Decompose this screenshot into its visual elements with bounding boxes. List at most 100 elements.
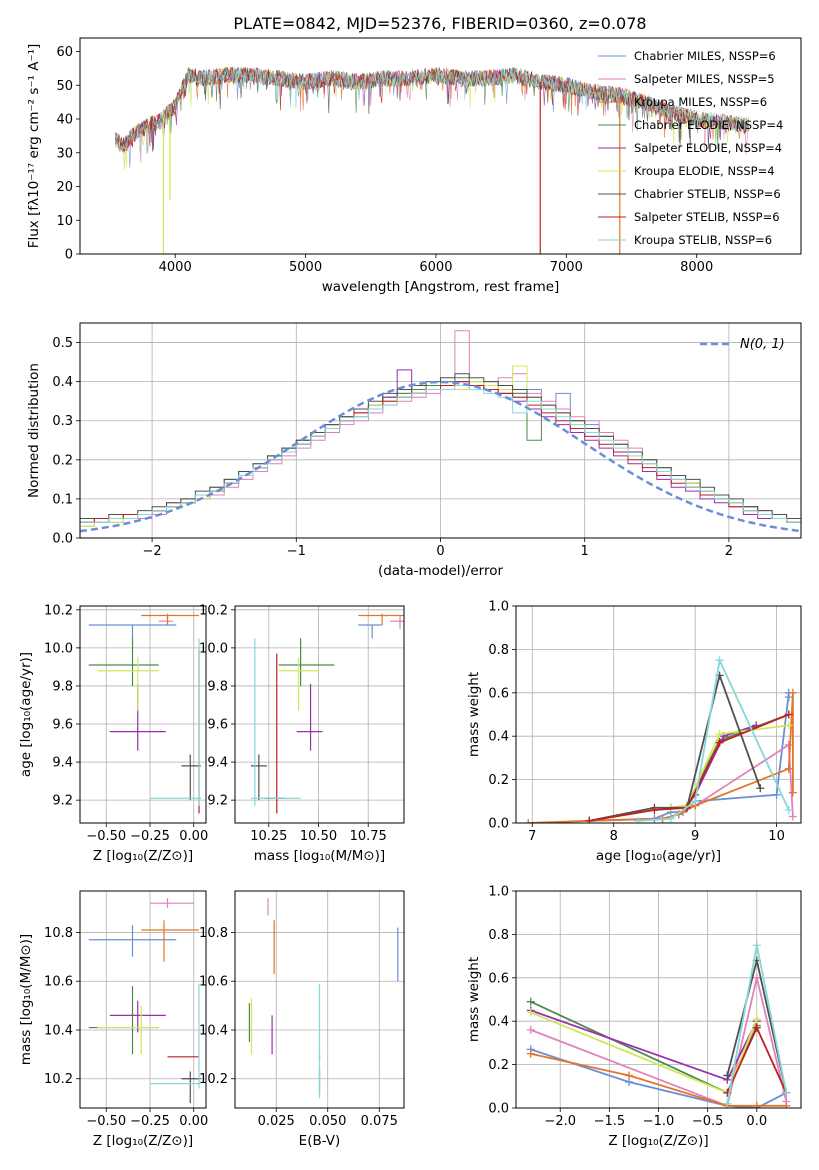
weight-marker	[752, 1101, 761, 1108]
age_vs_Z-xtick-label: −0.50	[86, 829, 126, 844]
weight-line	[670, 724, 789, 809]
age_vs_Z-ytick-label: 9.8	[52, 679, 73, 694]
weight_vs_Z-xlabel: Z [log₁₀(Z/Z⊙)]	[608, 1133, 708, 1149]
weight_vs_age-xtick-label: 10	[768, 829, 785, 844]
mass_vs_Z-xtick-label: −0.25	[130, 1114, 170, 1129]
mass_vs_Z-axes: −0.50 −0.25 0.00 10.2 10.4 10.6 10.8 Z [log₁₀(Z…	[18, 891, 208, 1149]
residuals-ytick-label: 0.5	[52, 336, 73, 351]
mass_vs_EBV-data	[248, 898, 399, 1099]
spectrum-axes: 4000 5000 6000 7000 8000 0 10 20 30 40 50 60 wavelen…	[26, 44, 713, 295]
legend-label: Kroupa ELODIE, NSSP=4	[634, 164, 775, 178]
age_vs_mass-axes: 10.25 10.50 10.75 9.2 9.4 9.6 9.8 10.0 10.2 mass …	[199, 603, 404, 864]
age_vs_mass-frame	[234, 605, 405, 824]
age_vs_mass-data	[250, 613, 404, 814]
residuals-legend: N(0, 1)	[700, 337, 785, 352]
weight-marker	[752, 941, 761, 950]
weight-marker	[526, 1025, 535, 1034]
mass_vs_Z-xtick-label: 0.00	[179, 1114, 208, 1129]
mass_vs_Z-ytick-label: 10.2	[44, 1072, 73, 1087]
residuals-ytick-label: 0.3	[52, 414, 73, 429]
spectrum-line	[114, 66, 749, 152]
age_vs_mass-xtick-label: 10.50	[300, 829, 337, 844]
weight_vs_age-data	[524, 656, 797, 823]
spectrum-ytick-label: 10	[56, 214, 73, 229]
weight-marker	[691, 797, 700, 806]
normal-pdf-curve	[80, 380, 801, 533]
legend-label: Salpeter STELIB, NSSP=6	[634, 210, 780, 224]
mass_vs_Z-frame	[79, 890, 207, 1109]
legend-label: Kroupa MILES, NSSP=6	[634, 95, 767, 109]
spectrum-legend: Chabrier MILES, NSSP=6 Salpeter MILES, NS…	[598, 49, 783, 247]
age_vs_Z-ytick-label: 9.6	[52, 718, 73, 733]
age_vs_Z-ytick-label: 10.0	[44, 641, 73, 656]
weight_vs_age-ytick-label: 0.0	[488, 817, 509, 832]
weight_vs_Z-ytick-label: 1.0	[488, 885, 509, 900]
spectrum-frame	[79, 37, 802, 255]
legend-label: Chabrier MILES, NSSP=6	[634, 49, 776, 63]
residuals-data	[80, 330, 801, 538]
weight-marker	[715, 738, 724, 747]
age_vs_Z-ylabel: age [log₁₀(age/yr)]	[18, 652, 34, 777]
spectrum-ytick-label: 0	[65, 248, 73, 263]
age_vs_Z-xlabel: Z [log₁₀(Z/Z⊙)]	[93, 848, 193, 864]
mass_vs_Z-ytick-label: 10.4	[44, 1023, 73, 1038]
mass_vs_EBV-ytick-label: 10.8	[199, 926, 228, 941]
residuals-ytick-label: 0.4	[52, 375, 73, 390]
weight-marker	[752, 973, 761, 982]
weight_vs_age-ylabel: mass weight	[466, 672, 482, 757]
residuals-frame	[79, 322, 802, 539]
age_vs_Z-xtick-label: −0.25	[130, 829, 170, 844]
weight-marker	[526, 1049, 535, 1058]
spectrum-xtick-label: 4000	[159, 260, 192, 275]
mass_vs_EBV-ytick-label: 10.2	[199, 1072, 228, 1087]
weight_vs_age-xlabel: age [log₁₀(age/yr)]	[596, 848, 721, 864]
weight-marker	[782, 1088, 791, 1097]
age_vs_mass-ytick-label: 9.4	[207, 756, 228, 771]
legend-label: Salpeter ELODIE, NSSP=4	[634, 141, 782, 155]
legend-label: Chabrier STELIB, NSSP=6	[634, 187, 781, 201]
mass_vs_EBV-ytick-label: 10.6	[199, 975, 228, 990]
mass_vs_Z-data	[88, 898, 201, 1104]
weight_vs_age-ytick-label: 0.6	[488, 686, 509, 701]
weight-marker	[784, 710, 793, 719]
mass_vs_EBV-ytick-label: 10.4	[199, 1023, 228, 1038]
spectrum-ytick-label: 60	[56, 45, 73, 60]
age_vs_mass-ytick-label: 10.0	[199, 641, 228, 656]
mass_vs_EBV-xlabel: E(B-V)	[299, 1133, 341, 1149]
weight_vs_age-ytick-label: 0.4	[488, 730, 509, 745]
residuals-ytick-label: 0.2	[52, 453, 73, 468]
weight-marker	[788, 788, 797, 797]
weight_vs_age-xtick-label: 8	[610, 829, 618, 844]
weight-marker	[715, 730, 724, 739]
weight_vs_age-axes: 7 8 9 10 0.0 0.2 0.4 0.6 0.8 1.0 age [log₁₀(age/yr…	[466, 600, 801, 864]
age_vs_mass-ytick-label: 9.8	[207, 679, 228, 694]
mass_vs_EBV-xtick-label: 0.025	[258, 1114, 295, 1129]
residuals-xtick-label: −2	[143, 544, 162, 559]
weight-marker	[784, 721, 793, 730]
weight_vs_Z-ytick-label: 0.2	[488, 1058, 509, 1073]
residuals-xtick-label: 1	[581, 544, 589, 559]
weight_vs_age-xtick-label: 9	[691, 829, 699, 844]
histogram-step	[80, 373, 801, 538]
age_vs_mass-ytick-label: 10.2	[199, 603, 228, 618]
legend-label: N(0, 1)	[740, 337, 785, 352]
residuals-xlabel: (data-model)/error	[378, 563, 504, 579]
weight-marker	[634, 816, 643, 823]
mass_vs_Z-ytick-label: 10.8	[44, 926, 73, 941]
weight_vs_age-frame	[515, 605, 802, 824]
residuals-xtick-label: 0	[436, 544, 444, 559]
weight_vs_Z-xtick-label: 0.0	[746, 1114, 767, 1129]
weight-marker	[784, 805, 793, 814]
spectrum-line	[114, 66, 749, 153]
age_vs_Z-ytick-label: 9.2	[52, 794, 73, 809]
age_vs_mass-xtick-label: 10.75	[350, 829, 387, 844]
weight_vs_Z-xtick-label: −2.0	[544, 1114, 576, 1129]
mass_vs_EBV-xtick-label: 0.075	[361, 1114, 398, 1129]
weight_vs_Z-ytick-label: 0.0	[488, 1102, 509, 1117]
mass_vs_Z-ytick-label: 10.6	[44, 975, 73, 990]
weight_vs_Z-xtick-label: −1.5	[594, 1114, 626, 1129]
age_vs_mass-xtick-label: 10.25	[250, 829, 287, 844]
legend-label: Salpeter MILES, NSSP=5	[634, 72, 775, 86]
weight_vs_Z-ylabel: mass weight	[466, 957, 482, 1042]
weight-marker	[666, 814, 675, 823]
